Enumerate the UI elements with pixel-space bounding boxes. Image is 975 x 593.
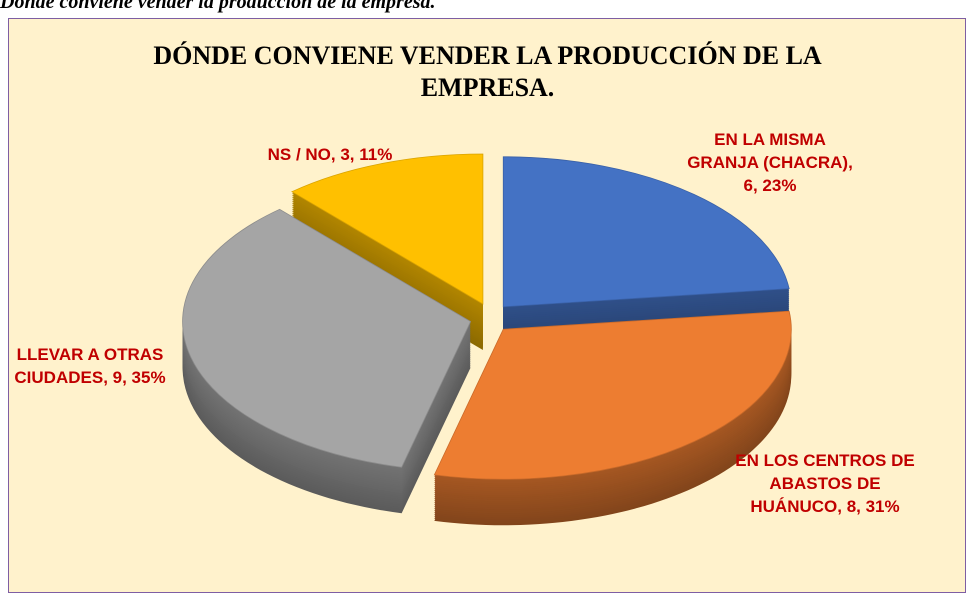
slice <box>291 153 484 305</box>
data-label: LLEVAR A OTRAS CIUDADES, 9, 35% <box>14 345 166 387</box>
data-label: NS / NO, 3, 11% <box>267 145 393 164</box>
slice <box>502 156 790 308</box>
chart-title: DÓNDE CONVIENE VENDER LA PRODUCCIÓN DE L… <box>153 41 822 102</box>
caption: Dónde conviene vender la producción de l… <box>0 0 436 13</box>
data-label: EN LA MISMA GRANJA (CHACRA), 6, 23% <box>687 130 853 195</box>
data-label: EN LOS CENTROS DE ABASTOS DE HUÁNUCO, 8,… <box>735 451 915 516</box>
slice <box>182 208 472 468</box>
slice <box>433 310 792 480</box>
